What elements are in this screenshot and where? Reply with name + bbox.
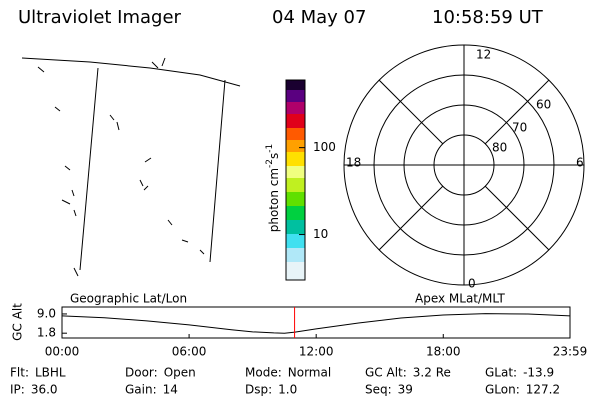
field-value: LBHL (35, 366, 66, 380)
field-value: 127.2 (526, 383, 560, 397)
date: 04 May 07 (272, 7, 366, 28)
left-label: Geographic Lat/Lon (70, 292, 187, 306)
colorbar-label: photon cm-2s-1 (265, 144, 281, 233)
polar-grid (343, 44, 585, 286)
field-label: IP: (10, 383, 25, 397)
mlat-label: 80 (492, 141, 507, 155)
field-value: 39 (398, 383, 413, 397)
mlat-label: 60 (536, 98, 551, 112)
instrument: Ultraviolet Imager (18, 7, 182, 28)
field-label: Door: (125, 366, 158, 380)
field-label: Mode: (245, 366, 282, 380)
alt-line (61, 313, 571, 334)
field-label: GLat: (485, 366, 517, 380)
field-label: Gain: (125, 383, 157, 397)
image-map (21, 57, 241, 277)
field-label: Dsp: (245, 383, 272, 397)
mlt-label: 0 (468, 277, 476, 291)
field-value: Normal (288, 366, 331, 380)
y-tick-label: 9.0 (37, 306, 56, 320)
mlt-label: 6 (576, 156, 584, 170)
mlt-label: 12 (476, 48, 491, 62)
field-label: GC Alt: (365, 366, 407, 380)
y-tick-label: 1.8 (37, 326, 56, 340)
colorbar (285, 79, 306, 281)
field-value: 1.0 (278, 383, 297, 397)
x-tick-label: 23:59 (553, 345, 588, 359)
field-label: Flt: (10, 366, 29, 380)
field-value: 14 (163, 383, 178, 397)
mlt-label: 18 (346, 156, 361, 170)
x-tick-label: 18:00 (426, 345, 461, 359)
field-label: GLon: (485, 383, 520, 397)
field-value: Open (164, 366, 196, 380)
field-value: 3.2 Re (413, 366, 451, 380)
y-label: GC Alt (11, 303, 25, 341)
x-tick-label: 06:00 (172, 345, 207, 359)
label-part: s (267, 153, 281, 159)
x-tick-label: 00:00 (45, 345, 80, 359)
field-value: 36.0 (31, 383, 58, 397)
label-sup: -1 (265, 144, 275, 153)
label-part: photon cm (267, 168, 281, 232)
mlat-label: 70 (512, 121, 527, 135)
field-label: Seq: (365, 383, 392, 397)
colorbar-tick-label: 10 (313, 227, 328, 241)
time: 10:58:59 UT (432, 7, 544, 28)
label-sup: -2 (265, 159, 275, 168)
right-label: Apex MLat/MLT (415, 292, 505, 306)
field-value: -13.9 (523, 366, 554, 380)
x-tick-label: 12:00 (299, 345, 334, 359)
colorbar-tick-label: 100 (313, 140, 336, 154)
